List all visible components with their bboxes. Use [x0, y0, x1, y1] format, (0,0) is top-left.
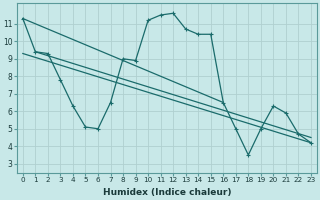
X-axis label: Humidex (Indice chaleur): Humidex (Indice chaleur) [103, 188, 231, 197]
